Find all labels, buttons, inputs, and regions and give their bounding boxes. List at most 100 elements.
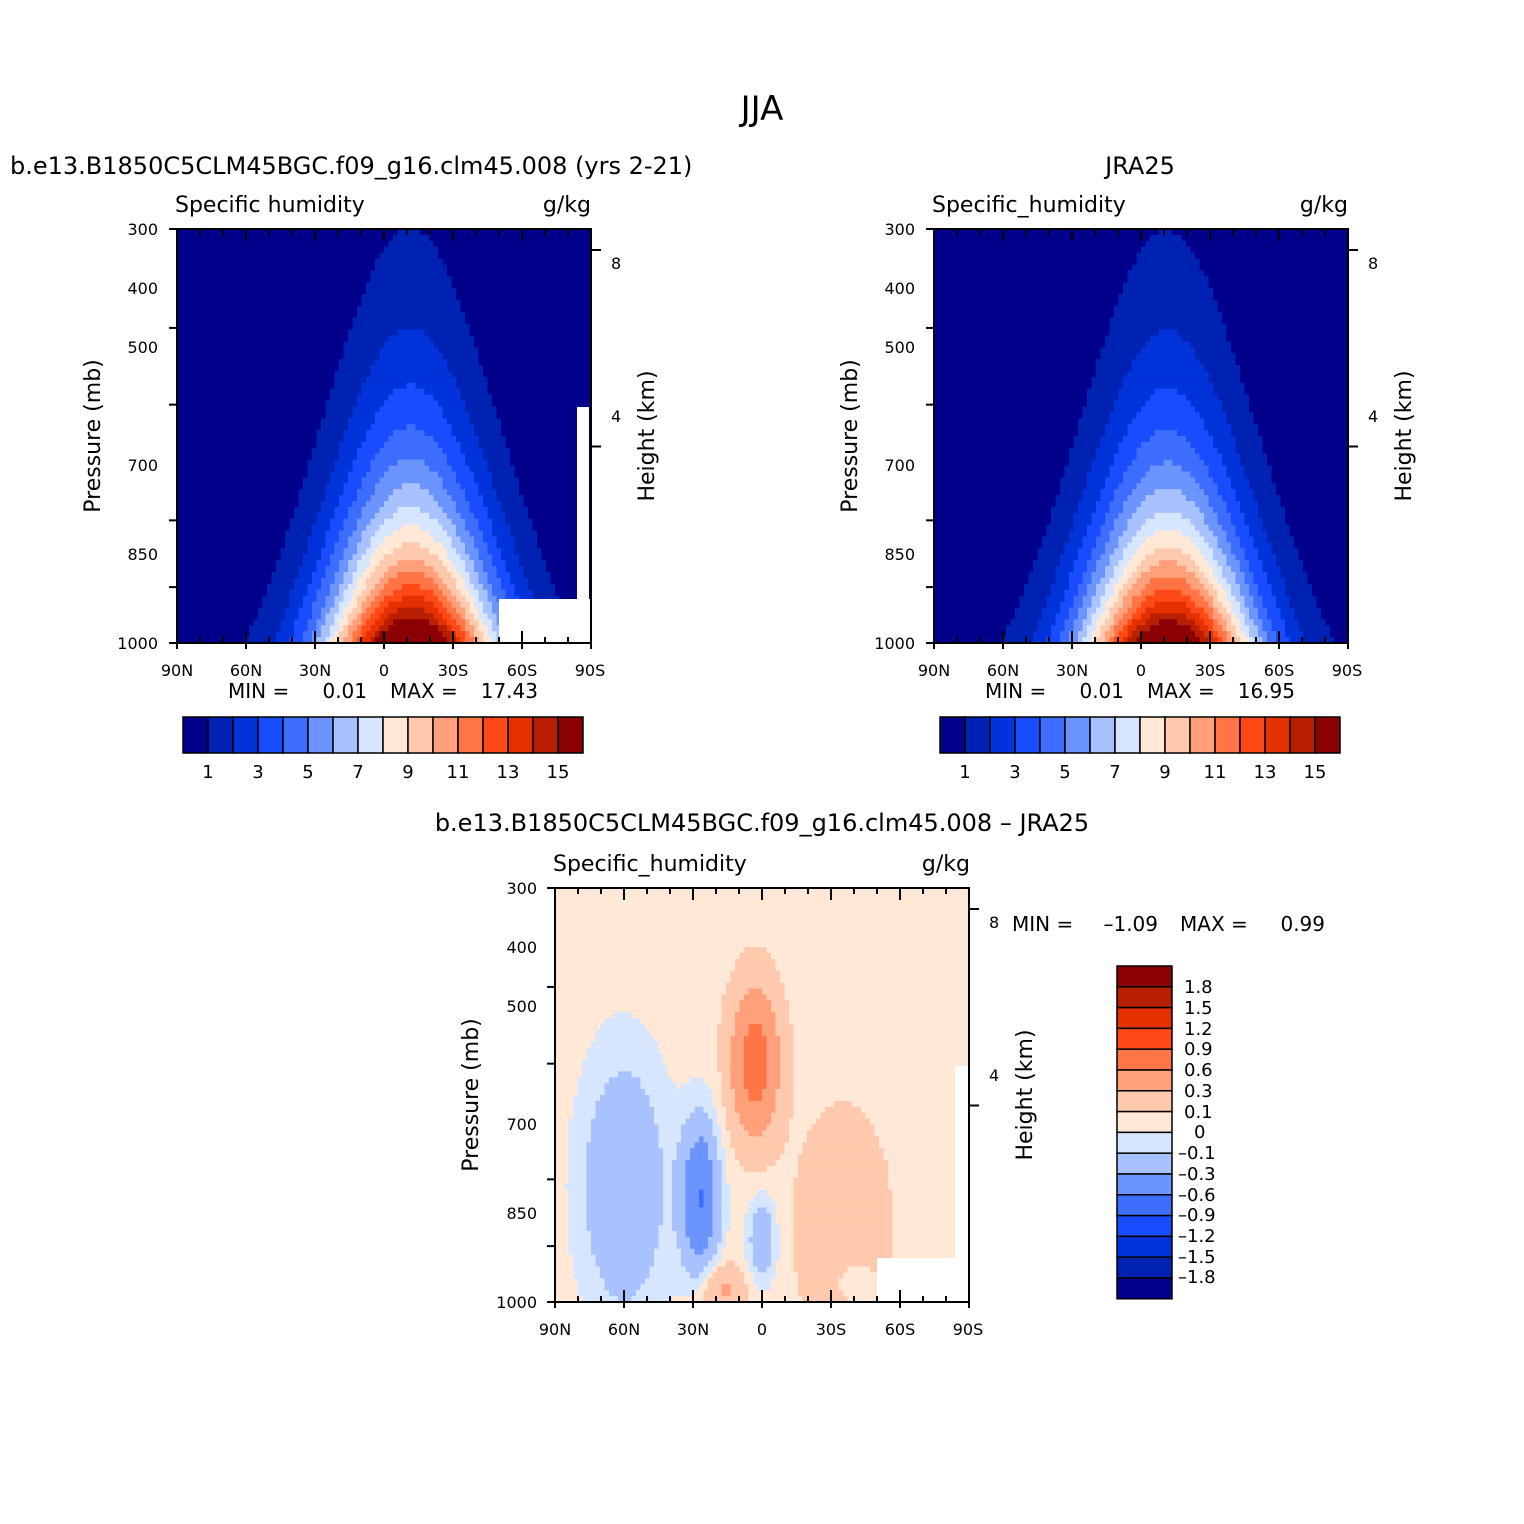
contour-cell <box>533 406 538 413</box>
contour-cell <box>483 371 488 378</box>
contour-cell <box>281 424 286 431</box>
contour-cell <box>524 513 529 520</box>
contour-cell <box>524 330 529 337</box>
contour-cell <box>371 324 376 331</box>
contour-cell <box>393 483 398 490</box>
contour-cell <box>429 406 434 413</box>
contour-cell <box>578 235 583 242</box>
contour-cell <box>254 389 259 396</box>
contour-cell <box>348 253 353 260</box>
contour-cell <box>555 383 560 390</box>
contour-cell <box>519 483 524 490</box>
contour-cell <box>200 448 205 455</box>
contour-cell <box>501 424 506 431</box>
contour-cell <box>317 436 322 443</box>
contour-cell <box>353 448 358 455</box>
contour-cell <box>182 371 187 378</box>
contour-cell <box>339 401 344 408</box>
contour-cell <box>218 294 223 301</box>
contour-cell <box>533 483 538 490</box>
contour-cell <box>569 542 574 549</box>
contour-cell <box>231 347 236 354</box>
contour-cell <box>267 401 272 408</box>
contour-cell <box>425 276 430 283</box>
contour-cell <box>402 365 407 372</box>
contour-cell <box>578 324 583 331</box>
contour-cell <box>204 276 209 283</box>
contour-cell <box>258 525 263 532</box>
contour-cell <box>515 454 520 461</box>
contour-cell <box>564 466 569 473</box>
contour-cell <box>380 513 385 520</box>
contour-cell <box>213 442 218 449</box>
contour-cell <box>474 424 479 431</box>
contour-cell <box>407 442 412 449</box>
contour-cell <box>398 418 403 425</box>
contour-cell <box>335 448 340 455</box>
contour-cell <box>569 501 574 508</box>
contour-cell <box>384 276 389 283</box>
contour-cell <box>258 495 263 502</box>
contour-cell <box>551 412 556 419</box>
contour-cell <box>362 406 367 413</box>
contour-cell <box>195 489 200 496</box>
contour-cell <box>249 264 254 271</box>
contour-cell <box>200 483 205 490</box>
contour-cell <box>443 253 448 260</box>
contour-cell <box>272 436 277 443</box>
contour-cell <box>420 531 425 538</box>
contour-cell <box>506 424 511 431</box>
contour-cell <box>564 353 569 360</box>
contour-cell <box>528 347 533 354</box>
contour-cell <box>303 288 308 295</box>
contour-cell <box>290 542 295 549</box>
contour-cell <box>321 460 326 467</box>
contour-cell <box>389 442 394 449</box>
contour-cell <box>380 418 385 425</box>
contour-cell <box>470 513 475 520</box>
contour-cell <box>326 365 331 372</box>
contour-cell <box>479 259 484 266</box>
contour-cell <box>555 282 560 289</box>
contour-cell <box>488 412 493 419</box>
contour-cell <box>479 253 484 260</box>
contour-cell <box>443 483 448 490</box>
contour-cell <box>524 300 529 307</box>
contour-cell <box>263 330 268 337</box>
contour-cell <box>339 241 344 248</box>
contour-cell <box>195 424 200 431</box>
contour-cell <box>182 347 187 354</box>
contour-cell <box>519 377 524 384</box>
contour-cell <box>407 430 412 437</box>
contour-cell <box>456 401 461 408</box>
contour-cell <box>245 335 250 342</box>
contour-cell <box>465 471 470 478</box>
contour-cell <box>281 341 286 348</box>
contour-cell <box>546 448 551 455</box>
contour-cell <box>506 495 511 502</box>
contour-cell <box>384 525 389 532</box>
contour-cell <box>380 477 385 484</box>
contour-cell <box>339 347 344 354</box>
contour-cell <box>488 531 493 538</box>
contour-cell <box>492 288 497 295</box>
contour-cell <box>240 507 245 514</box>
contour-cell <box>348 448 353 455</box>
contour-cell <box>398 489 403 496</box>
contour-cell <box>411 507 416 514</box>
contour-cell <box>357 335 362 342</box>
contour-cell <box>231 442 236 449</box>
contour-cell <box>339 430 344 437</box>
contour-cell <box>389 312 394 319</box>
contour-cell <box>515 424 520 431</box>
contour-cell <box>213 253 218 260</box>
contour-cell <box>218 276 223 283</box>
contour-cell <box>303 341 308 348</box>
contour-cell <box>362 330 367 337</box>
contour-cell <box>330 430 335 437</box>
contour-cell <box>258 253 263 260</box>
contour-cell <box>470 276 475 283</box>
contour-cell <box>285 513 290 520</box>
contour-cell <box>366 235 371 242</box>
contour-cell <box>204 294 209 301</box>
